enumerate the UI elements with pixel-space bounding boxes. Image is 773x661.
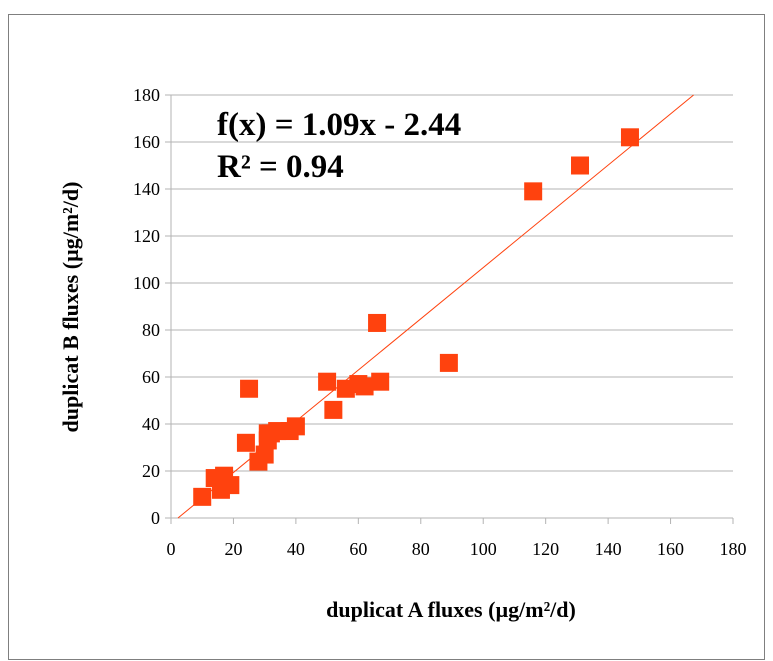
y-tick-label: 100 bbox=[133, 273, 160, 293]
data-point bbox=[193, 487, 212, 506]
x-tick-label: 0 bbox=[167, 539, 176, 559]
y-tick-label: 120 bbox=[133, 226, 160, 246]
data-point bbox=[318, 372, 337, 391]
x-tick-label: 140 bbox=[595, 539, 622, 559]
data-point bbox=[324, 400, 343, 419]
x-tick-label: 80 bbox=[412, 539, 430, 559]
data-point bbox=[371, 372, 390, 391]
y-tick-label: 20 bbox=[142, 461, 160, 481]
data-point bbox=[620, 128, 639, 147]
y-tick-label: 80 bbox=[142, 320, 160, 340]
data-point bbox=[236, 433, 255, 452]
x-tick-label: 160 bbox=[657, 539, 684, 559]
data-point bbox=[439, 353, 458, 372]
data-point bbox=[524, 182, 543, 201]
x-tick-label: 60 bbox=[349, 539, 367, 559]
y-tick-label: 0 bbox=[151, 508, 160, 528]
y-tick-labels: 0 20 40 60 80 100 120 140 160 180 bbox=[133, 85, 160, 528]
data-point bbox=[355, 377, 374, 396]
data-points bbox=[193, 128, 639, 506]
x-tick-label: 40 bbox=[287, 539, 305, 559]
gridlines bbox=[171, 94, 733, 472]
x-tick-label: 20 bbox=[224, 539, 242, 559]
y-tick-label: 40 bbox=[142, 414, 160, 434]
axes bbox=[165, 94, 734, 524]
x-tick-label: 180 bbox=[720, 539, 747, 559]
data-point bbox=[571, 156, 590, 175]
trendline-equation: f(x) = 1.09x - 2.44 bbox=[217, 107, 461, 143]
y-tick-label: 160 bbox=[133, 132, 160, 152]
data-point bbox=[286, 417, 305, 436]
y-tick-label: 180 bbox=[133, 85, 160, 105]
y-tick-label: 60 bbox=[142, 367, 160, 387]
x-tick-label: 120 bbox=[532, 539, 559, 559]
data-point bbox=[221, 476, 240, 495]
chart-frame bbox=[8, 14, 765, 660]
r-squared-label: R² = 0.94 bbox=[217, 149, 344, 185]
y-tick-label: 140 bbox=[133, 179, 160, 199]
data-point bbox=[255, 445, 274, 464]
x-axis-title: duplicat A fluxes (µg/m²/d) bbox=[326, 597, 576, 622]
data-point bbox=[368, 313, 387, 332]
y-axis-title: duplicat B fluxes (µg/m²/d) bbox=[58, 182, 83, 433]
data-point bbox=[240, 379, 259, 398]
x-tick-labels: 0 20 40 60 80 100 120 140 160 180 bbox=[167, 539, 747, 559]
x-tick-label: 100 bbox=[470, 539, 497, 559]
